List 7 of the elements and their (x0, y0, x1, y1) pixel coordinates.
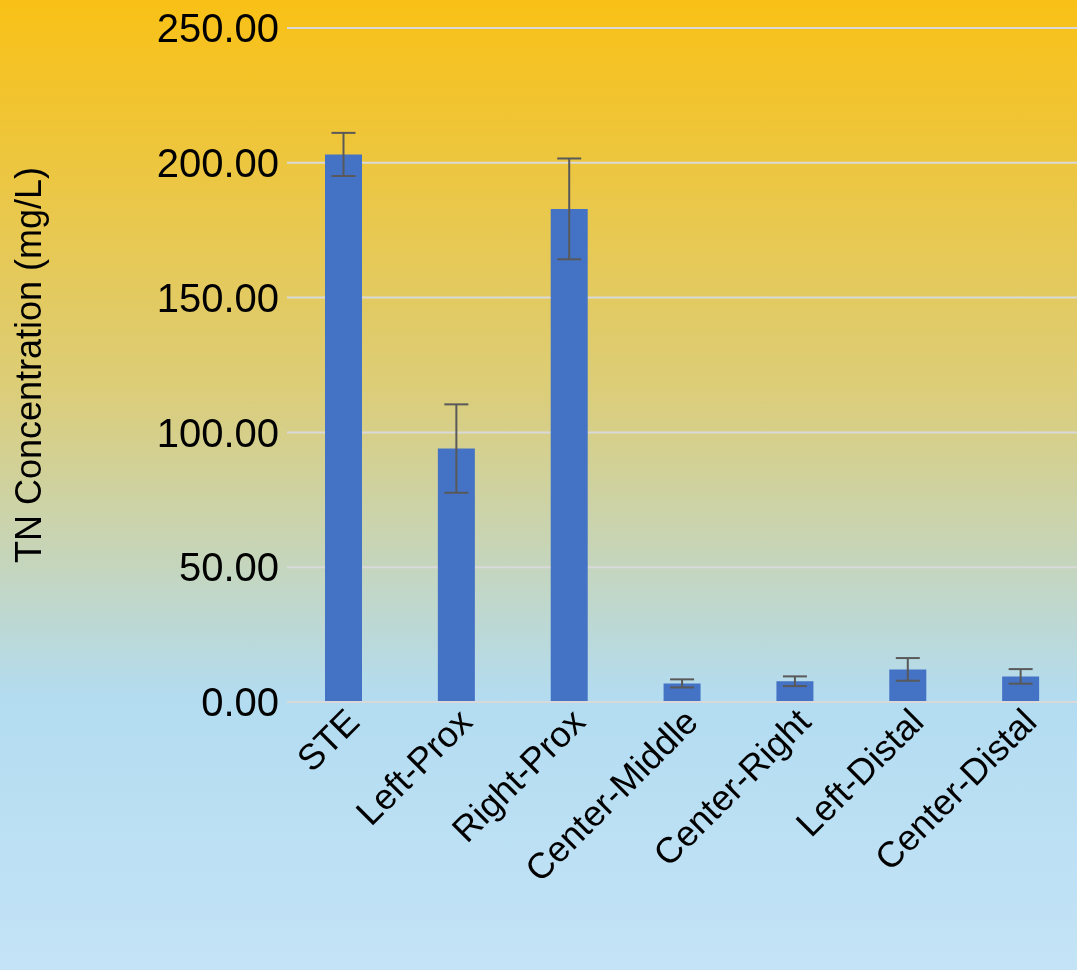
y-tick-label: 200.00 (156, 141, 279, 185)
y-tick-label: 50.00 (178, 545, 279, 590)
y-tick-label: 0.00 (201, 680, 279, 725)
y-tick-label: 100.00 (156, 410, 279, 455)
y-tick-label: 250.00 (156, 6, 279, 51)
y-axis-title: TN Concentration (mg/L) (7, 166, 49, 564)
y-tick-label: 150.00 (156, 275, 279, 320)
